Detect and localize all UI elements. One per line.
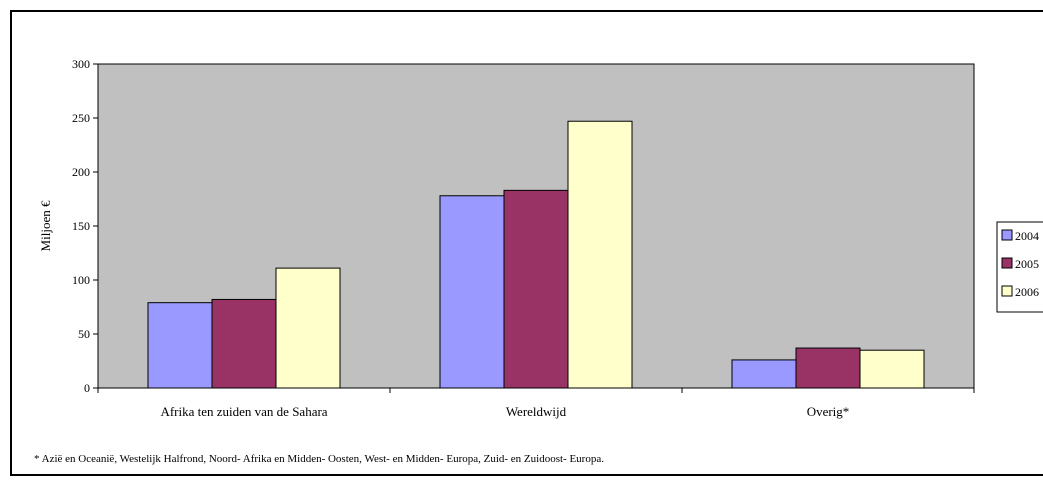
x-category-label: Wereldwijd: [506, 404, 567, 419]
y-ticks-group: 0 50 100 150 200 250 300: [72, 57, 98, 395]
bars-group: [147, 120, 925, 389]
legend-label-2005: 2005: [1015, 257, 1039, 271]
legend-label-2006: 2006: [1015, 285, 1039, 299]
y-tick-label: 50: [78, 327, 90, 341]
bar-2004-0: [147, 302, 213, 389]
legend-label-2004: 2004: [1015, 229, 1039, 243]
x-categories-group: Afrika ten zuiden van de Sahara Wereldwij…: [97, 388, 975, 419]
x-category-label: Overig*: [807, 404, 850, 419]
legend-swatch-2004: [1001, 229, 1013, 241]
y-tick-label: 150: [72, 219, 90, 233]
bar-2004-1: [439, 195, 505, 389]
bar-2005-2: [795, 347, 861, 389]
y-axis-label: Miljoen €: [38, 200, 53, 251]
x-category-label: Afrika ten zuiden van de Sahara: [160, 404, 327, 419]
y-tick-label: 0: [84, 381, 90, 395]
legend-swatch-2006: [1001, 285, 1013, 297]
bar-2006-1: [567, 120, 633, 389]
y-tick-label: 300: [72, 57, 90, 71]
bar-2006-2: [859, 349, 925, 389]
legend-swatch-2005: [1001, 257, 1013, 269]
bar-2004-2: [731, 359, 797, 389]
y-tick-label: 100: [72, 273, 90, 287]
y-tick-label: 200: [72, 165, 90, 179]
bar-2005-1: [503, 189, 569, 389]
legend: 2004 2005 2006: [996, 221, 1043, 313]
footnote: * Azië en Oceanië, Westelijk Halfrond, N…: [34, 453, 604, 465]
bar-2005-0: [211, 298, 277, 389]
y-tick-label: 250: [72, 111, 90, 125]
bar-2006-0: [275, 267, 341, 389]
